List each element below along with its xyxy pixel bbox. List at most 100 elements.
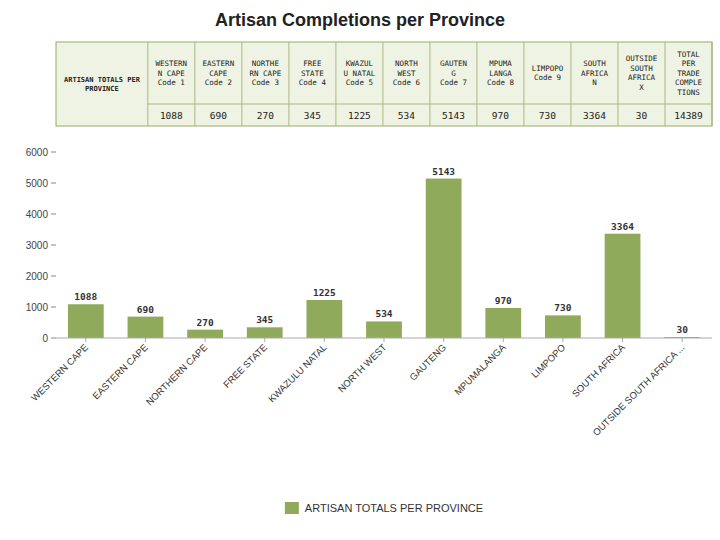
table-header: OUTSIDESOUTHAFRICAX [626,54,658,92]
table-header: EASTERNCAPECode 2 [203,59,235,87]
text-line: WEST [397,69,416,78]
table-rule [335,42,336,126]
y-tick [51,245,56,246]
x-tick [384,338,385,342]
text-line: G [451,69,456,78]
x-tick-label: WESTERN CAPE [29,342,91,404]
table-header: SOUTHAFRICAN [581,59,609,87]
text-line: TRADE [677,69,700,78]
x-tick-label: NORTH WEST [336,341,389,394]
data-label: 534 [375,308,392,319]
table-header: GAUTENGCode 7 [440,59,467,87]
x-tick [145,338,146,342]
data-label: 345 [256,314,273,325]
title: Artisan Completions per Province [215,10,505,30]
text-line: SOUTH [630,64,653,73]
table-rule [664,42,665,126]
table: ARTISAN TOTALS PERPROVINCEWESTERNN CAPEC… [56,42,712,126]
table-rule [429,42,430,126]
data-label: 690 [137,304,154,315]
table-row-label: ARTISAN TOTALS PERPROVINCE [64,76,141,93]
data-label: 970 [495,295,512,306]
table-header: KWAZULU NATALCode 5 [344,59,376,87]
table-rule [617,42,618,126]
text-line: NORTHE [252,59,280,68]
table-rule [523,42,524,126]
data-label: 30 [676,324,688,335]
x-tick-label: MPUMALANGA [452,341,508,397]
bar [187,330,223,338]
bar [366,321,402,338]
table-value: 1088 [160,110,183,121]
y-axis: 0100020003000400050006000 [26,147,56,344]
text-line: FREE [303,59,322,68]
y-tick [51,276,56,277]
data-labels: 108869027034512255345143970730336430 [74,166,688,336]
text-line: STATE [301,69,324,78]
text-line: KWAZUL [346,59,374,68]
x-tick [324,338,325,342]
table-background [56,42,712,126]
y-tick-label: 1000 [26,302,49,313]
x-tick-label: OUTSIDE SOUTH AFRICA ... [590,342,686,438]
legend-swatch [285,502,299,514]
data-label: 730 [554,302,571,313]
x-axis: WESTERN CAPEEASTERN CAPENORTHERN CAPEFRE… [29,338,712,438]
text-line: Code 7 [440,78,467,87]
text-line: Code 6 [393,78,421,87]
text-line: LIMPOPO [532,64,564,73]
table-value: 30 [636,110,648,121]
table-rule [382,42,383,126]
y-tick [51,307,56,308]
table-value: 5143 [442,110,465,121]
text-line: Code 2 [205,78,232,87]
data-label: 270 [197,317,214,328]
text-line: PER [682,59,696,68]
bar [128,317,164,338]
table-rule [194,42,195,126]
text-line: Code 9 [534,73,561,82]
legend: ARTISAN TOTALS PER PROVINCE [285,502,483,514]
table-value: 14389 [674,110,703,121]
bar [68,304,104,338]
bar [247,327,283,338]
y-tick-label: 4000 [26,209,49,220]
text-line: N CAPE [158,69,186,78]
text-line: OUTSIDE [626,54,658,63]
text-line: LANGA [489,69,512,78]
data-label: 3364 [611,221,634,232]
table-rule [147,42,148,126]
table-value: 345 [304,110,321,121]
table-rule [712,42,713,126]
table-rule [570,42,571,126]
y-tick-label: 2000 [26,271,49,282]
y-tick [51,183,56,184]
text-line: Code 1 [158,78,185,87]
x-tick-label: EASTERN CAPE [90,342,150,402]
table-value: 270 [257,110,274,121]
bar [545,315,581,338]
x-tick [443,338,444,342]
text-line: Code 8 [487,78,515,87]
y-tick [51,152,56,153]
table-value: 534 [398,110,415,121]
legend-label: ARTISAN TOTALS PER PROVINCE [305,502,483,514]
table-value: 730 [539,110,556,121]
x-tick-label: FREE STATE [221,342,269,390]
text-line: NORTH [395,59,418,68]
table-header: MPUMALANGACode 8 [487,59,515,87]
x-tick-label: SOUTH AFRICA [570,341,628,399]
table-header: NORTHWESTCode 6 [393,59,421,87]
text-line: EASTERN [203,59,235,68]
text-line: ARTISAN TOTALS PER [64,76,141,84]
x-tick-label: KWAZULU NATAL [266,342,329,405]
text-line: X [639,83,644,92]
y-tick-label: 5000 [26,178,49,189]
table-rule [288,42,289,126]
text-line: WESTERN [156,59,188,68]
table-value: 690 [210,110,227,121]
text-line: Code 4 [299,78,327,87]
bar [306,300,342,338]
x-tick-label: GAUTENG [407,342,448,383]
x-tick-label: NORTHERN CAPE [144,342,210,408]
